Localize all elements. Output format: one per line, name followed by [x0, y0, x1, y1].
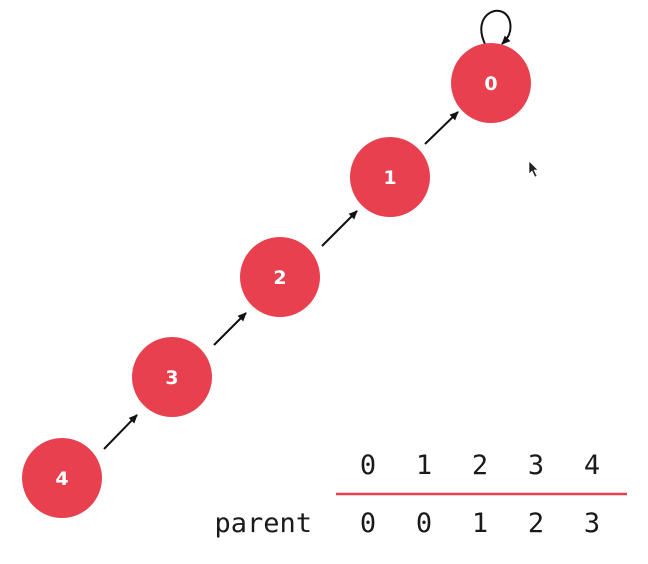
node-3: 3 [132, 337, 212, 417]
index-0: 0 [360, 450, 376, 481]
node-4-label: 4 [55, 468, 68, 490]
edge-2-to-1 [321, 210, 358, 247]
index-1: 1 [416, 450, 432, 481]
node-0: 0 [451, 43, 531, 123]
index-2: 2 [472, 450, 488, 481]
edge-4-to-3 [103, 414, 138, 450]
parent-value-2: 1 [472, 508, 488, 539]
parent-value-3: 2 [528, 508, 544, 539]
edge-3-to-2 [213, 312, 247, 346]
parent-value-4: 3 [584, 508, 600, 539]
parent-table: 0 1 2 3 4 parent 0 0 1 2 3 [214, 450, 627, 539]
parent-row-label: parent [214, 508, 312, 539]
index-4: 4 [584, 450, 600, 481]
node-2: 2 [240, 237, 320, 317]
node-0-label: 0 [484, 73, 497, 95]
edge-1-to-0 [424, 111, 459, 145]
parent-value-1: 0 [416, 508, 432, 539]
node-1-label: 1 [383, 167, 396, 189]
self-loop-0 [480, 10, 512, 45]
node-3-label: 3 [165, 367, 178, 389]
node-4: 4 [22, 438, 102, 518]
mouse-pointer-icon [528, 160, 539, 178]
node-2-label: 2 [273, 267, 286, 289]
index-3: 3 [528, 450, 544, 481]
parent-value-0: 0 [360, 508, 376, 539]
node-1: 1 [350, 137, 430, 217]
